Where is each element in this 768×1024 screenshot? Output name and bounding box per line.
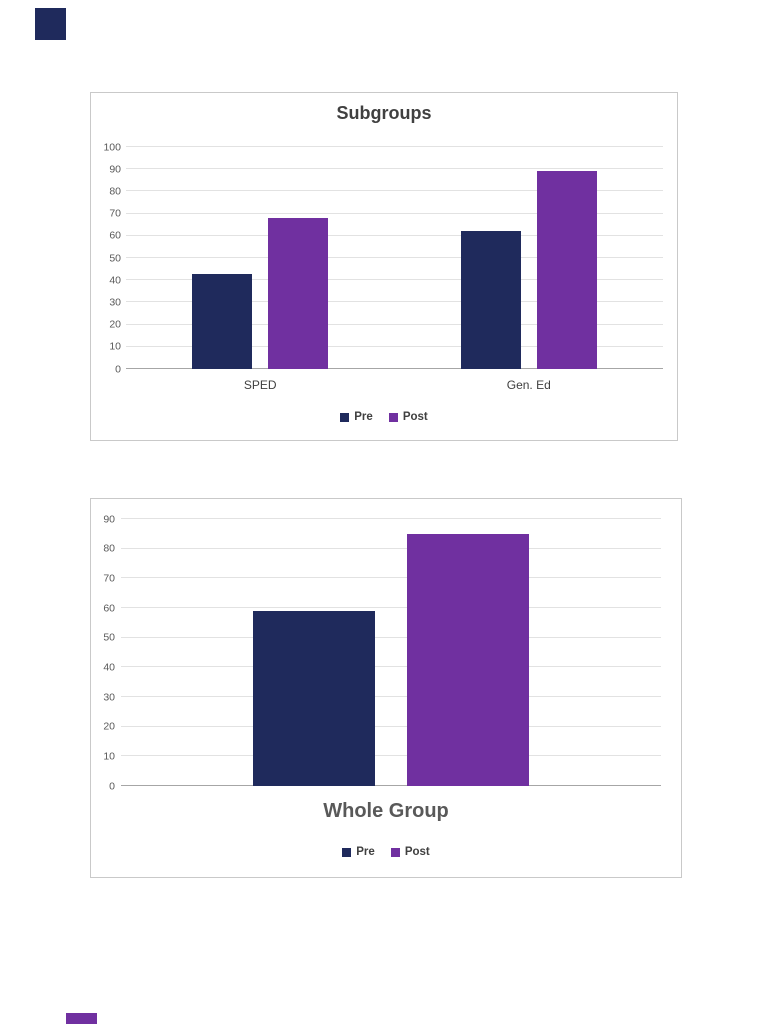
y-tick-label: 70 [103,572,115,585]
legend-item-pre: Pre [340,411,373,423]
legend: Pre Post [91,846,681,858]
y-tick-label: 60 [109,229,121,242]
gridline [126,212,663,214]
whole-group-bar-chart: 0 10 20 30 40 50 60 70 80 90 Whole Group Pre Post [90,498,682,878]
bar-pre [253,610,375,786]
y-tick-label: 40 [103,661,115,674]
plot-area [126,146,663,369]
y-tick-label: 10 [103,750,115,763]
gridline [121,636,661,638]
legend-label: Post [404,846,430,858]
gridline [126,301,663,303]
y-tick-label: 50 [109,251,121,264]
y-tick-label: 0 [109,779,115,792]
bar-post-gen-ed [536,171,597,369]
bar-groups [126,147,663,369]
y-axis-ticks: 0 10 20 30 40 50 60 70 80 90 [91,514,115,791]
gridline [126,257,663,258]
gridline [121,577,661,579]
y-tick-label: 40 [109,273,121,286]
bar-group-sped [126,147,395,369]
legend-swatch-icon [342,847,352,857]
y-tick-label: 30 [109,296,121,309]
subgroups-bar-chart: Subgroups 0 10 20 30 40 50 60 70 80 90 100 SPED Gen… [90,92,678,441]
y-tick-label: 50 [103,631,115,644]
plot-area [121,518,661,786]
y-tick-label: 20 [109,318,121,331]
y-tick-label: 60 [103,601,115,614]
gridline [121,607,661,608]
bottom-left-purple-square-decoration [66,1013,97,1024]
legend-swatch-icon [340,412,350,422]
chart-title: Subgroups [336,103,432,123]
legend: Pre Post [91,411,677,423]
gridline [126,279,663,281]
chart-title: Whole Group [323,800,449,822]
gridline [121,755,661,757]
gridline [121,666,661,668]
y-tick-label: 0 [115,362,121,375]
bar-post [407,533,529,786]
x-axis-line [126,368,663,369]
category-label: Gen. Ed [506,378,551,392]
y-tick-label: 80 [103,542,115,555]
gridline [126,323,663,325]
gridline [126,190,663,192]
y-tick-label: 70 [109,207,121,220]
gridline [126,345,663,347]
bar-pre-gen-ed [460,231,521,369]
category-label: SPED [243,378,277,392]
legend-label: Pre [356,846,375,858]
top-left-navy-square-decoration [35,8,66,40]
bar-post-sped [268,218,329,369]
y-tick-label: 30 [103,690,115,703]
legend-item-post: Post [390,846,430,858]
y-tick-label: 10 [109,340,121,353]
gridline [121,547,661,549]
gridline [121,725,661,727]
gridline [126,168,663,170]
legend-item-post: Post [388,411,428,423]
gridline [121,696,661,697]
bar-group [121,519,661,786]
gridline [121,518,661,519]
legend-label: Pre [354,411,373,423]
legend-swatch-icon [388,412,398,422]
y-tick-label: 100 [103,140,121,153]
bar-groups [121,519,661,786]
y-tick-label: 80 [109,185,121,198]
x-axis-line [121,785,661,786]
bar-group-gen-ed [395,147,664,369]
gridline [126,146,663,147]
y-axis-ticks: 0 10 20 30 40 50 60 70 80 90 100 [93,142,121,374]
y-tick-label: 20 [103,720,115,733]
y-tick-label: 90 [103,512,115,525]
category-axis-labels: SPED Gen. Ed [126,378,663,392]
legend-item-pre: Pre [342,846,375,858]
y-tick-label: 90 [109,162,121,175]
bar-pre-sped [192,273,253,369]
gridline [126,234,663,236]
legend-swatch-icon [390,847,400,857]
legend-label: Post [402,411,428,423]
